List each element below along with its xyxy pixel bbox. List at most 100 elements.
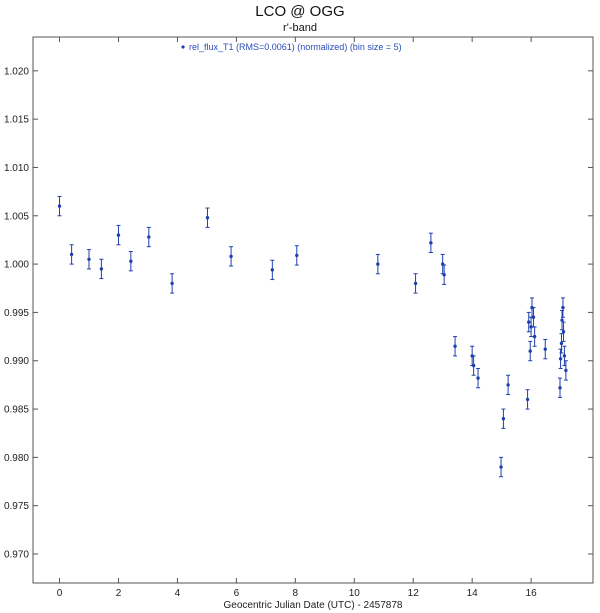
y-tick-label: 1.020 — [4, 66, 29, 77]
data-point — [128, 251, 133, 272]
point-marker — [525, 397, 530, 402]
data-point — [563, 360, 568, 381]
point-marker — [532, 334, 537, 339]
data-point — [560, 297, 565, 318]
y-tick-label: 0.985 — [4, 405, 29, 416]
point-marker — [442, 273, 446, 277]
point-marker — [270, 268, 275, 272]
point-marker — [295, 253, 299, 258]
data-point — [146, 226, 151, 248]
x-tick-label: 16 — [526, 588, 538, 599]
y-tick-label: 1.015 — [4, 115, 29, 126]
data-point — [543, 338, 548, 360]
data-point — [532, 326, 537, 347]
data-point — [506, 374, 511, 396]
data-point — [440, 253, 445, 275]
data-point — [442, 264, 447, 285]
point-marker — [562, 354, 567, 358]
point-marker — [561, 305, 565, 310]
point-marker — [529, 325, 533, 329]
legend: rel_flux_T1 (RMS=0.0061) (normalized) (b… — [181, 42, 402, 52]
legend-marker — [181, 45, 185, 49]
data-point — [270, 259, 275, 281]
data-point — [528, 340, 533, 362]
x-tick-label: 12 — [408, 588, 420, 599]
y-tick-label: 1.000 — [4, 260, 29, 271]
point-marker — [205, 216, 210, 220]
plot-frame — [32, 36, 594, 584]
point-marker — [506, 383, 510, 387]
point-marker — [471, 363, 476, 368]
point-marker — [561, 330, 566, 334]
point-marker — [564, 368, 568, 373]
y-tick-label: 0.975 — [4, 501, 29, 512]
data-point — [229, 246, 234, 267]
point-marker — [170, 281, 174, 286]
y-tick-label: 1.005 — [4, 211, 29, 222]
x-tick-label: 8 — [293, 588, 299, 599]
y-tick-label: 0.970 — [4, 550, 29, 561]
point-marker — [559, 341, 564, 346]
chart-subtitle: r'-band — [283, 22, 317, 34]
data-point — [294, 245, 299, 266]
data-point — [99, 258, 104, 280]
data-point — [531, 307, 536, 328]
point-marker — [147, 235, 151, 239]
data-point — [561, 321, 566, 342]
x-axis-label: Geocentric Julian Date (UTC) - 2457878 — [224, 600, 403, 611]
point-marker — [116, 233, 121, 237]
point-marker — [229, 254, 233, 259]
point-marker — [69, 252, 74, 257]
point-marker — [87, 257, 91, 261]
x-tick-label: 4 — [175, 588, 181, 599]
point-marker — [499, 465, 503, 469]
point-marker — [560, 318, 564, 322]
x-axis: 0 2 4 6 8 10 12 14 16 — [57, 37, 537, 599]
x-tick-label: 6 — [234, 588, 240, 599]
point-marker — [501, 417, 506, 421]
x-tick-label: 14 — [467, 588, 479, 599]
data-points — [57, 195, 568, 478]
y-axis: 0.970 0.975 0.980 0.985 0.990 0.995 1.000 1.005… — [4, 66, 593, 561]
point-marker — [129, 259, 133, 263]
x-tick-label: 2 — [116, 588, 122, 599]
y-tick-label: 0.990 — [4, 356, 29, 367]
point-marker — [528, 349, 532, 353]
point-marker — [413, 281, 418, 286]
y-tick-label: 1.010 — [4, 163, 29, 174]
point-marker — [99, 267, 104, 271]
data-point — [453, 336, 458, 357]
point-marker — [476, 376, 480, 380]
data-point — [69, 244, 74, 265]
data-point — [205, 207, 210, 228]
legend-label: rel_flux_T1 (RMS=0.0061) (normalized) (b… — [189, 42, 402, 52]
point-marker — [558, 357, 563, 361]
data-point — [499, 456, 504, 478]
data-point — [557, 377, 562, 398]
point-marker — [558, 386, 562, 390]
data-point — [57, 195, 62, 217]
data-point — [501, 408, 506, 429]
point-marker — [57, 204, 62, 208]
data-point — [559, 333, 564, 354]
y-tick-label: 0.995 — [4, 308, 29, 319]
data-point — [413, 273, 418, 294]
chart-title: LCO @ OGG — [255, 3, 344, 20]
data-point — [471, 355, 476, 376]
data-point — [558, 348, 563, 369]
data-point — [562, 345, 567, 367]
y-tick-label: 0.980 — [4, 453, 29, 464]
point-marker — [543, 347, 547, 351]
point-marker — [531, 315, 536, 319]
data-point — [116, 224, 121, 246]
data-point — [428, 232, 433, 254]
point-marker — [429, 241, 433, 245]
point-marker — [376, 262, 380, 266]
point-marker — [453, 344, 457, 348]
data-point — [476, 367, 481, 389]
data-point — [170, 273, 175, 294]
x-tick-label: 10 — [349, 588, 361, 599]
data-point — [87, 249, 91, 270]
point-marker — [527, 320, 531, 324]
data-point — [525, 389, 530, 410]
